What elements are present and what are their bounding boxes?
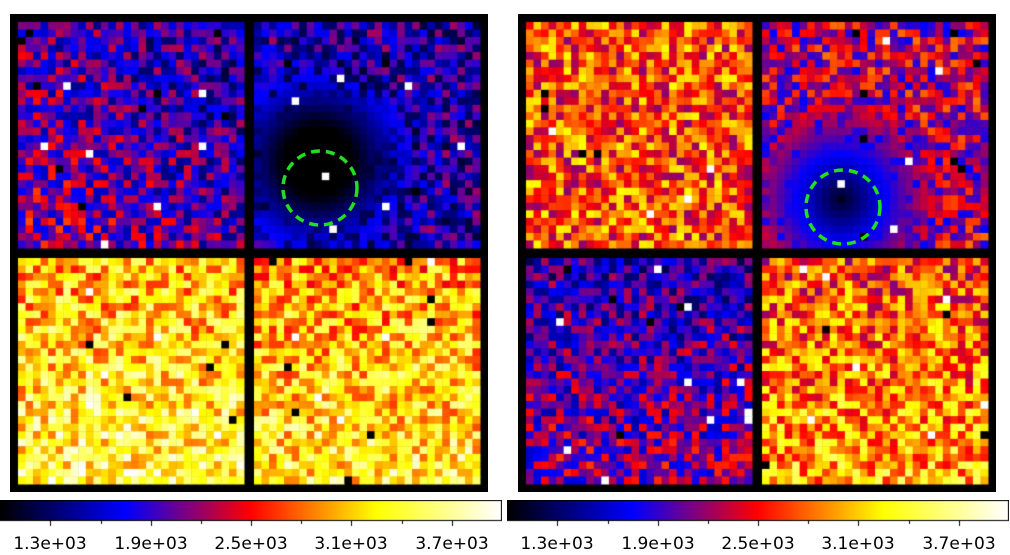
heatmap-image-left xyxy=(10,14,488,492)
colorbar-tick-label: 3.7e+03 xyxy=(922,534,996,554)
colorbar-tick-label: 2.5e+03 xyxy=(214,534,288,554)
colorbar-tick-label: 3.7e+03 xyxy=(415,534,489,554)
colorbar-tick-label: 1.9e+03 xyxy=(114,534,188,554)
colorbar-gradient xyxy=(507,500,1009,532)
image-panel-right xyxy=(518,14,996,492)
colorbar-tick-label: 2.5e+03 xyxy=(721,534,795,554)
colorbar-tick-label: 3.1e+03 xyxy=(821,534,895,554)
overlay-right xyxy=(804,168,882,246)
colorbar-tick-label: 3.1e+03 xyxy=(314,534,388,554)
colorbar-gradient xyxy=(0,500,502,532)
colorbar-tick-label: 1.3e+03 xyxy=(520,534,594,554)
image-panel-left xyxy=(10,14,488,492)
overlay-left xyxy=(281,149,359,227)
region-circle-marker[interactable] xyxy=(281,149,359,227)
region-circle-marker[interactable] xyxy=(804,168,882,246)
colorbar-tick-label: 1.9e+03 xyxy=(621,534,695,554)
colorbar-right: 1.3e+03 1.9e+03 2.5e+03 3.1e+03 3.7e+03 xyxy=(507,500,1009,555)
colorbar-left: 1.3e+03 1.9e+03 2.5e+03 3.1e+03 3.7e+03 xyxy=(0,500,502,555)
colorbar-tick-label: 1.3e+03 xyxy=(13,534,87,554)
heatmap-image-right xyxy=(518,14,996,492)
